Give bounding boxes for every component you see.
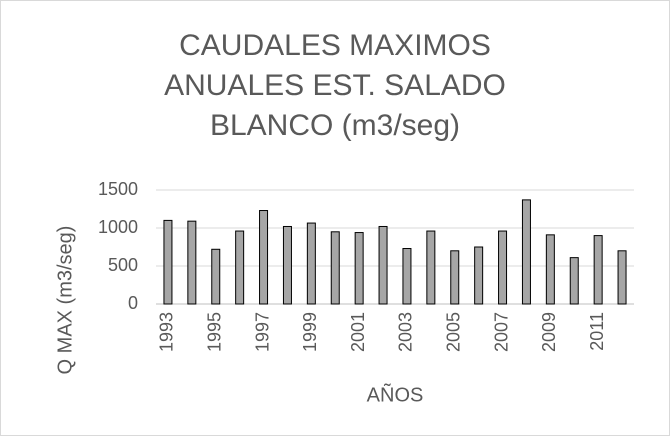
x-tick-label: 1997 <box>252 312 272 352</box>
bar <box>545 234 555 305</box>
bar <box>521 199 531 305</box>
x-tick-label: 2011 <box>587 312 607 351</box>
y-axis-label: Q MAX (m3/seg) <box>54 226 76 375</box>
bar <box>426 230 436 305</box>
bar <box>569 257 579 305</box>
x-tick-label: 1993 <box>157 312 177 352</box>
x-tick-label: 2009 <box>539 312 559 352</box>
bar <box>259 210 269 305</box>
bar <box>617 250 627 305</box>
x-tick-label: 1995 <box>205 312 225 352</box>
x-tick-label: 2003 <box>396 312 416 352</box>
bar <box>402 248 412 305</box>
bar <box>450 250 460 305</box>
chart-title: CAUDALES MAXIMOS ANUALES EST. SALADO BLA… <box>164 29 506 142</box>
bar <box>330 231 340 305</box>
y-tick-label: 500 <box>108 255 138 275</box>
bar <box>211 248 221 305</box>
bar <box>593 235 603 305</box>
bar <box>378 225 388 305</box>
bar <box>306 222 316 305</box>
x-tick-label: 2007 <box>491 312 511 352</box>
bar <box>163 219 173 305</box>
x-tick-label: 2005 <box>444 312 464 352</box>
bar <box>282 225 292 305</box>
y-tick-label: 1500 <box>98 179 138 199</box>
x-axis-label: AÑOS <box>367 382 424 406</box>
bar <box>354 232 364 305</box>
y-tick-label: 0 <box>128 293 138 313</box>
bar <box>498 230 508 305</box>
x-tick-label: 2001 <box>348 312 368 352</box>
bar <box>235 230 245 305</box>
y-tick-label: 1000 <box>98 217 138 237</box>
bar <box>187 220 197 305</box>
x-tick-label: 1999 <box>300 312 320 352</box>
bar <box>474 246 484 305</box>
